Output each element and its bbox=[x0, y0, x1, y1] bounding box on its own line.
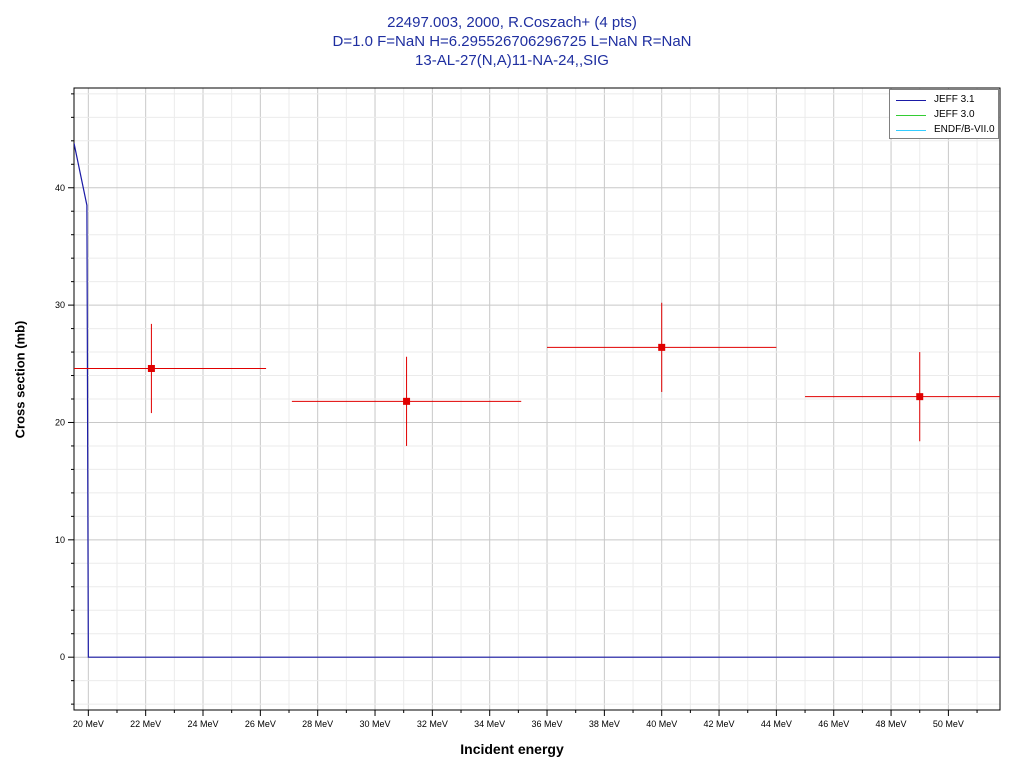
legend-swatch-endfb7 bbox=[896, 130, 926, 131]
legend-label-endfb7: ENDF/B-VII.0 bbox=[934, 124, 995, 135]
x-tick-label: 28 MeV bbox=[302, 719, 333, 729]
legend-swatch-jeff31 bbox=[896, 100, 926, 101]
x-tick-label: 20 MeV bbox=[73, 719, 104, 729]
y-tick-label: 10 bbox=[55, 535, 65, 545]
x-tick-label: 46 MeV bbox=[818, 719, 849, 729]
y-tick-label: 30 bbox=[55, 300, 65, 310]
chart-title-line-2: D=1.0 F=NaN H=6.295526706296725 L=NaN R=… bbox=[332, 33, 692, 50]
x-tick-label: 30 MeV bbox=[360, 719, 391, 729]
x-tick-label: 50 MeV bbox=[933, 719, 964, 729]
x-tick-label: 38 MeV bbox=[589, 719, 620, 729]
data-layer bbox=[74, 143, 1000, 658]
legend-label-jeff31: JEFF 3.1 bbox=[934, 94, 975, 105]
chart-title-line-1: 22497.003, 2000, R.Coszach+ (4 pts) bbox=[387, 14, 637, 31]
data-point bbox=[658, 343, 666, 351]
legend-item-jeff30: JEFF 3.0 bbox=[890, 109, 1000, 121]
x-tick-label: 36 MeV bbox=[532, 719, 563, 729]
legend-label-jeff30: JEFF 3.0 bbox=[934, 109, 975, 120]
x-tick-label: 48 MeV bbox=[876, 719, 907, 729]
x-tick-label: 22 MeV bbox=[130, 719, 161, 729]
y-tick-label: 40 bbox=[55, 183, 65, 193]
y-tick-label: 0 bbox=[60, 652, 65, 662]
data-point bbox=[147, 364, 155, 372]
x-tick-label: 44 MeV bbox=[761, 719, 792, 729]
legend-swatch-jeff30 bbox=[896, 115, 926, 116]
legend-item-endfb7: ENDF/B-VII.0 bbox=[890, 124, 1000, 136]
legend: JEFF 3.1 JEFF 3.0 ENDF/B-VII.0 bbox=[889, 89, 999, 139]
series-line-jeff-3-1 bbox=[74, 143, 1000, 658]
x-axis-label: Incident energy bbox=[460, 741, 564, 757]
y-axis-label: Cross section (mb) bbox=[12, 320, 28, 439]
x-tick-label: 24 MeV bbox=[187, 719, 218, 729]
x-tick-label: 34 MeV bbox=[474, 719, 505, 729]
chart-title-line-3: 13-AL-27(N,A)11-NA-24,,SIG bbox=[415, 52, 609, 69]
x-tick-label: 32 MeV bbox=[417, 719, 448, 729]
x-tick-label: 26 MeV bbox=[245, 719, 276, 729]
x-tick-label: 40 MeV bbox=[646, 719, 677, 729]
data-point bbox=[403, 397, 411, 405]
legend-item-jeff31: JEFF 3.1 bbox=[890, 94, 1000, 106]
x-tick-label: 42 MeV bbox=[704, 719, 735, 729]
y-tick-label: 20 bbox=[55, 417, 65, 427]
data-point bbox=[916, 393, 924, 401]
